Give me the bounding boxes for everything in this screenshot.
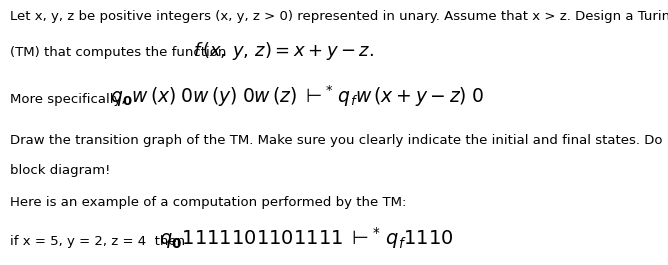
Text: $\mathbf{\mathit{f}}\,(\mathbf{\mathit{x}},\,\mathbf{\mathit{y}},\,\mathbf{\math: $\mathbf{\mathit{f}}\,(\mathbf{\mathit{x… bbox=[193, 40, 374, 62]
Text: (TM) that computes the function: (TM) that computes the function bbox=[11, 46, 231, 59]
Text: Here is an example of a computation performed by the TM:: Here is an example of a computation perf… bbox=[11, 196, 407, 209]
Text: $\mathbf{\mathit{q}}_{\mathbf{0}}\mathbf{\mathit{w}}\,(\mathbf{\mathit{x}})\;0\m: $\mathbf{\mathit{q}}_{\mathbf{0}}\mathbf… bbox=[110, 83, 484, 109]
Text: if x = 5, y = 2, z = 4  then: if x = 5, y = 2, z = 4 then bbox=[11, 235, 190, 248]
Text: Draw the transition graph of the TM. Make sure you clearly indicate the initial : Draw the transition graph of the TM. Mak… bbox=[11, 134, 668, 147]
Text: More specifically,: More specifically, bbox=[11, 93, 130, 106]
Text: Let x, y, z be positive integers (x, y, z > 0) represented in unary. Assume that: Let x, y, z be positive integers (x, y, … bbox=[11, 10, 668, 23]
Text: $\mathbf{\mathit{q}}_{\mathbf{0}}\mathbf{\mathit{1111101101111}}\;\vdash^{*}\;\m: $\mathbf{\mathit{q}}_{\mathbf{0}}\mathbf… bbox=[159, 225, 454, 251]
Text: block diagram!: block diagram! bbox=[11, 164, 111, 177]
